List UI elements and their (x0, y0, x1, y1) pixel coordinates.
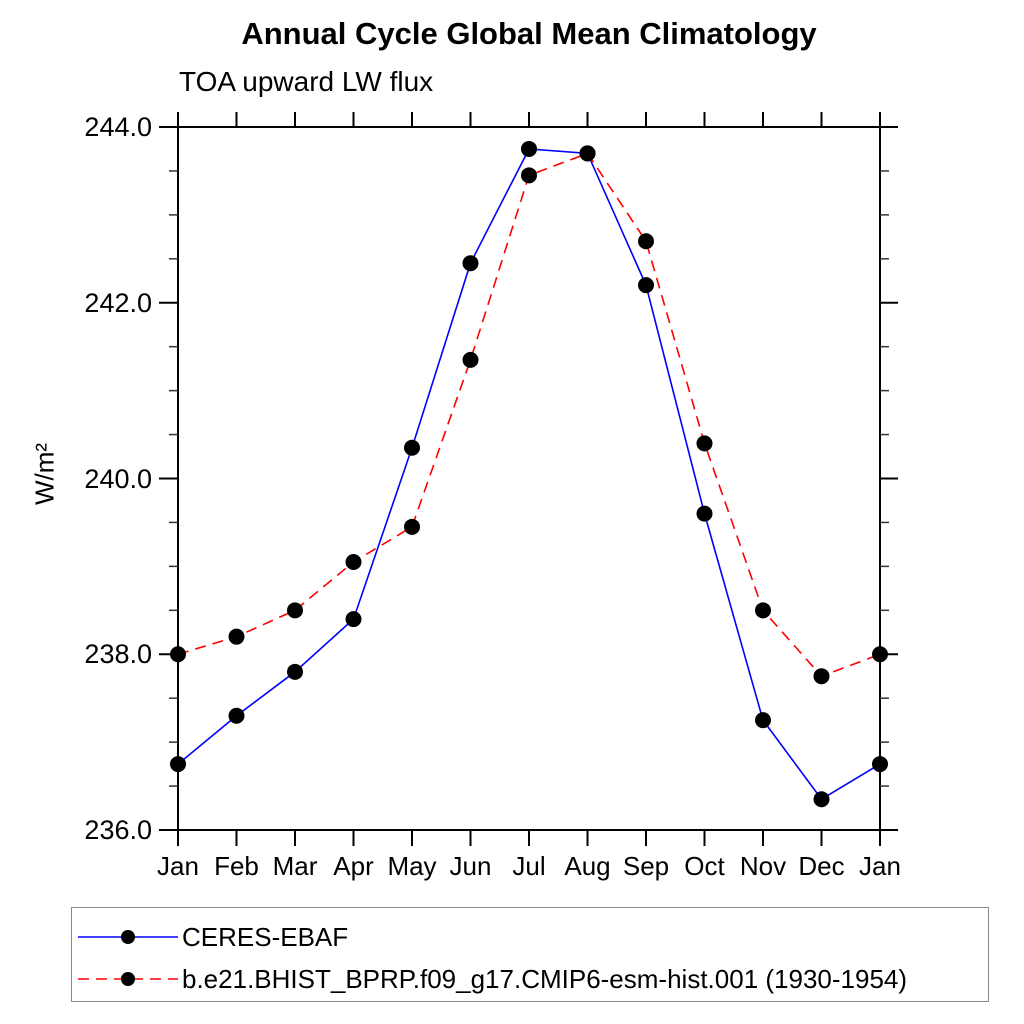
data-point-series-0 (287, 663, 303, 680)
legend-label: b.e21.BHIST_BPRP.f09_g17.CMIP6-esm-hist.… (182, 963, 908, 994)
data-point-series-0 (462, 255, 479, 272)
data-point-series-1 (872, 646, 888, 663)
data-point-series-0 (872, 756, 888, 773)
data-point-series-1 (638, 233, 654, 250)
plot-frame (177, 126, 881, 831)
x-tick-label: Oct (684, 851, 725, 881)
chart-subtitle: TOA upward LW flux (179, 66, 434, 97)
data-point-series-0 (345, 611, 362, 628)
x-tick-label: Aug (564, 851, 611, 881)
data-point-series-1 (404, 518, 420, 535)
data-point-series-0 (638, 277, 654, 294)
data-point-series-1 (170, 646, 186, 663)
y-tick-label: 240.0 (84, 463, 152, 494)
x-tick-label: May (387, 851, 437, 881)
legend-item-ceres-ebaf: CERES-EBAF (76, 922, 348, 952)
x-tick-label: Jul (512, 851, 546, 881)
data-point-series-1 (579, 145, 596, 162)
data-point-series-1 (755, 602, 771, 619)
y-tick-label: 242.0 (84, 287, 152, 318)
legend-item-model: b.e21.BHIST_BPRP.f09_g17.CMIP6-esm-hist.… (76, 964, 907, 994)
data-point-series-1 (228, 628, 245, 645)
x-tick-label: Dec (798, 851, 845, 881)
data-point-series-0 (813, 791, 830, 808)
x-tick-label: Jan (157, 851, 199, 881)
data-point-series-0 (404, 439, 420, 456)
data-point-series-0 (170, 756, 186, 773)
x-tick-label: Mar (272, 851, 318, 881)
x-tick-label: Feb (214, 851, 259, 881)
data-point-series-0 (521, 140, 537, 157)
data-point-series-1 (287, 602, 303, 619)
legend-line-sample-dashed-icon (78, 972, 178, 986)
series-line-0 (177, 148, 881, 801)
legend: CERES-EBAF b.e21.BHIST_BPRP.f09_g17.CMIP… (71, 907, 989, 1002)
data-point-series-0 (228, 707, 245, 724)
legend-line-sample-solid-icon (78, 930, 178, 944)
x-tick-label: Jun (449, 851, 492, 881)
data-point-series-1 (696, 435, 713, 452)
y-tick-label: 238.0 (84, 639, 152, 670)
x-tick-label: Sep (622, 851, 670, 881)
data-point-series-0 (755, 712, 771, 729)
data-point-series-1 (521, 167, 537, 184)
series-line-1 (177, 152, 881, 678)
data-point-series-0 (696, 505, 713, 522)
data-point-series-1 (462, 351, 479, 368)
x-tick-label: Nov (739, 851, 787, 881)
legend-label: CERES-EBAF (182, 921, 349, 952)
y-tick-label: 244.0 (84, 112, 152, 142)
data-point-series-1 (345, 553, 362, 570)
x-tick-label: Jan (859, 851, 901, 881)
x-tick-label: Apr (333, 851, 374, 881)
data-point-series-1 (813, 668, 830, 685)
chart-title: Annual Cycle Global Mean Climatology (241, 16, 817, 51)
y-tick-label: 236.0 (84, 815, 152, 845)
